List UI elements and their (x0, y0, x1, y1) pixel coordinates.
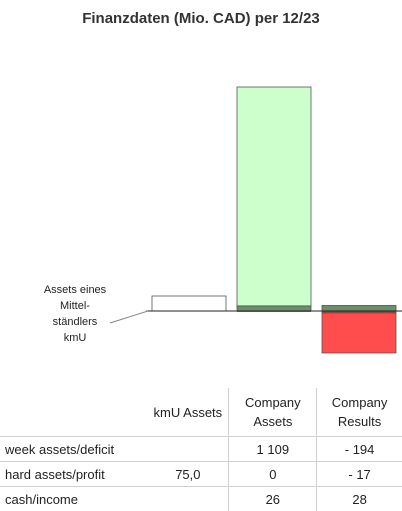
bar-segment-kmu-assets-hard-assets-profit (152, 296, 226, 311)
header-kmu-assets: kmU Assets (147, 388, 229, 437)
table-row: cash/income 26 28 (0, 487, 402, 511)
row-kmu-value (147, 437, 229, 462)
row-assets-value: 0 (229, 462, 317, 487)
row-assets-value: 1 109 (229, 437, 317, 462)
row-results-value: - 194 (317, 437, 402, 462)
row-label: hard assets/profit (0, 462, 147, 487)
financial-data-table: kmU Assets Company Assets Company Result… (0, 388, 402, 511)
header-company-assets: Company Assets (229, 388, 317, 437)
table-row: week assets/deficit 1 109 - 194 (0, 437, 402, 462)
bar-segment-company-assets-week-assets-deficit (237, 87, 311, 306)
row-label: cash/income (0, 487, 147, 511)
header-empty (0, 388, 147, 437)
table-header-row: kmU Assets Company Assets Company Result… (0, 388, 402, 437)
row-label: week assets/deficit (0, 437, 147, 462)
row-results-value: - 17 (317, 462, 402, 487)
table-row: hard assets/profit 75,0 0 - 17 (0, 462, 402, 487)
row-kmu-value (147, 487, 229, 511)
bar-segment-company-results-cash-income (322, 305, 396, 311)
bar-segment-company-results-week-assets-deficit (322, 313, 396, 353)
row-assets-value: 26 (229, 487, 317, 511)
header-company-results: Company Results (317, 388, 402, 437)
annotation-leader-line (110, 311, 148, 323)
row-kmu-value: 75,0 (147, 462, 229, 487)
bar-segment-company-assets-cash-income (237, 306, 311, 311)
kmu-annotation: Assets eines Mittel-ständlers kmU (40, 282, 110, 346)
row-results-value: 28 (317, 487, 402, 511)
